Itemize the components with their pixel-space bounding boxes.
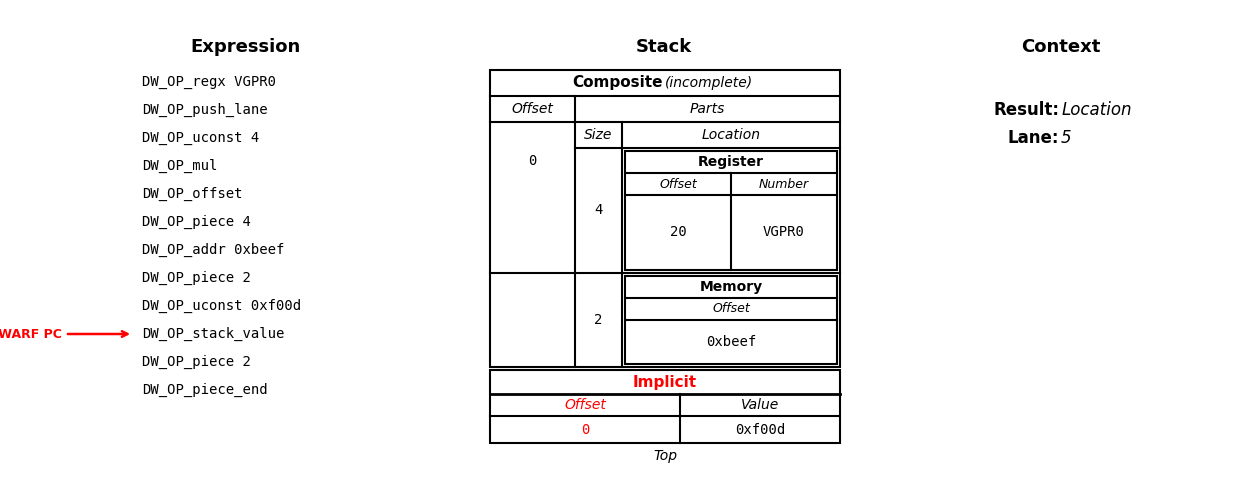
Text: Implicit: Implicit: [633, 374, 697, 390]
Text: Location: Location: [701, 128, 761, 142]
Text: 5: 5: [1061, 129, 1072, 147]
Text: VGPR0: VGPR0: [763, 226, 805, 239]
Text: DW_OP_offset: DW_OP_offset: [141, 187, 242, 201]
Text: DW_OP_uconst 4: DW_OP_uconst 4: [141, 131, 259, 145]
Text: Parts: Parts: [690, 102, 725, 116]
Text: Location: Location: [1061, 101, 1132, 119]
Text: Size: Size: [585, 128, 613, 142]
Text: Register: Register: [697, 155, 764, 169]
Text: 0xf00d: 0xf00d: [735, 422, 786, 436]
Text: DW_OP_push_lane: DW_OP_push_lane: [141, 103, 268, 117]
Text: DW_OP_piece 4: DW_OP_piece 4: [141, 215, 251, 229]
Text: 0xbeef: 0xbeef: [706, 335, 756, 349]
Text: Top: Top: [653, 449, 678, 463]
Text: DW_OP_mul: DW_OP_mul: [141, 159, 217, 173]
Text: DW_OP_piece 2: DW_OP_piece 2: [141, 271, 251, 285]
Text: 0: 0: [529, 154, 536, 168]
Text: DW_OP_addr 0xbeef: DW_OP_addr 0xbeef: [141, 243, 284, 257]
Bar: [490, 70, 840, 367]
Text: DW_OP_uconst 0xf00d: DW_OP_uconst 0xf00d: [141, 299, 302, 313]
Text: 2: 2: [594, 313, 603, 327]
Text: Number: Number: [759, 178, 809, 190]
Text: Offset: Offset: [565, 398, 606, 412]
Text: Context: Context: [1021, 38, 1101, 56]
Text: (incomplete): (incomplete): [665, 76, 753, 90]
Text: 0: 0: [581, 422, 589, 436]
Text: 4: 4: [594, 204, 603, 218]
Text: DW_OP_piece 2: DW_OP_piece 2: [141, 355, 251, 369]
Bar: [625, 276, 836, 364]
Text: Composite: Composite: [572, 76, 663, 90]
Text: DW_OP_stack_value: DW_OP_stack_value: [141, 327, 284, 341]
Bar: [625, 151, 836, 270]
Text: Result:: Result:: [993, 101, 1059, 119]
Text: Memory: Memory: [700, 280, 762, 294]
Text: DW_OP_regx VGPR0: DW_OP_regx VGPR0: [141, 75, 276, 89]
Text: Offset: Offset: [712, 302, 750, 316]
Text: Offset: Offset: [659, 178, 697, 190]
Text: Lane:: Lane:: [1008, 129, 1059, 147]
Text: 20: 20: [670, 226, 686, 239]
Text: Value: Value: [741, 398, 779, 412]
Text: DWARF PC: DWARF PC: [0, 328, 62, 340]
Text: Expression: Expression: [190, 38, 300, 56]
Bar: [490, 370, 840, 443]
Text: Stack: Stack: [635, 38, 692, 56]
Text: DW_OP_piece_end: DW_OP_piece_end: [141, 383, 268, 397]
Text: Offset: Offset: [511, 102, 553, 116]
